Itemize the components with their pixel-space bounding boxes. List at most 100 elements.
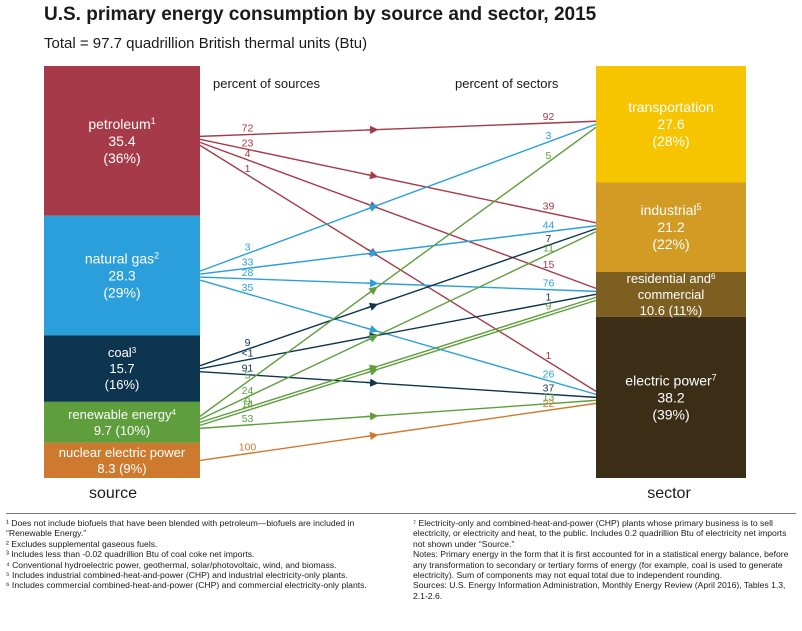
flow-sector-percent: 5: [546, 150, 552, 162]
flow-gas-to-rescom: 28 76: [199, 267, 597, 293]
axis-label-source: source: [89, 485, 137, 502]
flow-sector-percent: 7: [546, 233, 552, 245]
flow-arrowhead: [365, 286, 378, 296]
source-renewable-label-0: renewable energy4: [68, 407, 176, 422]
flow-source-percent: 28: [242, 267, 254, 279]
sector-transport-label-1: 27.6: [657, 116, 684, 132]
flow-renewable-to-rescom: 99: [199, 296, 597, 424]
flow-source-percent: 24: [242, 385, 254, 397]
flow-renewable-to-transport: 55: [199, 126, 597, 417]
flow-line: [199, 120, 597, 138]
sector-industrial-label-1: 21.2: [657, 219, 684, 235]
flow-line: [199, 299, 597, 427]
flow-petroleum-to-transport: 72 92: [199, 111, 597, 138]
source-coal: [44, 335, 200, 402]
flow-line: [199, 399, 597, 430]
source-gas-label-0: natural gas2: [85, 250, 159, 266]
flow-arrowhead: [366, 171, 379, 180]
flow-arrowhead: [366, 367, 379, 376]
flow-arrowhead: [366, 334, 379, 343]
sector-transport-label-2: (28%): [652, 133, 689, 149]
flow-coal-to-rescom: <1 1: [199, 291, 597, 370]
flow-source-percent: 91: [242, 363, 254, 375]
flow-sector-percent: 76: [543, 278, 555, 290]
chart-subtitle: Total = 97.7 quadrillion British thermal…: [44, 35, 368, 52]
footnote: ⁶ Includes commercial combined-heat-and-…: [6, 580, 367, 591]
sector-rescom: [596, 272, 746, 317]
sector-transport-bar: [596, 66, 746, 183]
flow-petroleum-to-electric: 11: [199, 144, 597, 392]
flow-source-percent: 5: [245, 370, 251, 382]
flow-source-percent: 23: [242, 137, 254, 149]
footnote: ⁴ Conventional hydroelectric power, geot…: [6, 559, 337, 570]
flow-line: [199, 141, 597, 290]
flow-source-percent: 9: [245, 395, 251, 407]
sector-electric-label-2: (39%): [652, 406, 689, 422]
flow-arrowhead: [366, 364, 379, 373]
source-petroleum: [44, 66, 200, 216]
energy-flow-diagram: 72922339415113333442876352697<1191375524…: [44, 66, 746, 502]
source-coal-bar: [44, 335, 200, 402]
source-gas-label-1: 28.3: [108, 267, 135, 283]
footnotes-left: ¹ Does not include biofuels that have be…: [6, 518, 402, 591]
sector-rescom-label-0: residential and6: [626, 271, 716, 286]
flow-sector-percent: 92: [543, 111, 555, 123]
flow-line: [199, 276, 597, 293]
flow-arrowhead: [366, 325, 379, 334]
flow-line: [199, 138, 597, 224]
source-nuclear-bar: [44, 442, 200, 478]
source-coal-label-0: coal3: [108, 345, 137, 360]
flow-source-percent: 53: [242, 413, 254, 425]
header-percent-of-sectors: percent of sectors: [455, 76, 559, 91]
source-renewable: [44, 401, 200, 443]
source-gas-footnote-mark: 2: [154, 250, 159, 260]
source-gas-label-2: (29%): [103, 284, 140, 300]
footnote: ¹ Does not include biofuels that have be…: [6, 518, 355, 539]
flow-sector-percent: 37: [543, 382, 555, 394]
flow-renewable-to-electric: 53 13: [199, 392, 597, 430]
flow-sector-percent: 26: [543, 369, 555, 381]
flow-line: [199, 123, 597, 272]
header-percent-of-sources: percent of sources: [213, 76, 320, 91]
source-petroleum-footnote-mark: 1: [151, 116, 156, 126]
flow-line: [199, 225, 597, 275]
source-petroleum-label-2: (36%): [103, 150, 140, 166]
source-petroleum-label-1: 35.4: [108, 133, 135, 149]
flow-line: [199, 296, 597, 424]
footnote: ³ Includes less than -0.02 quadrillion B…: [6, 549, 255, 560]
chart-title: U.S. primary energy consumption by sourc…: [44, 4, 597, 25]
sector-industrial-label-2: (22%): [652, 236, 689, 252]
flow-line: [199, 279, 597, 396]
sector-electric: [596, 316, 746, 478]
sector-rescom-bar: [596, 272, 746, 317]
flow-arrowhead: [366, 249, 379, 258]
flow-arrowhead: [366, 201, 379, 210]
flow-source-percent: 3: [245, 241, 251, 253]
flow-arrowhead: [366, 378, 379, 387]
source-nuclear-label-1: 8.3 (9%): [97, 461, 146, 476]
flow-source-percent: <1: [242, 348, 254, 360]
sector-electric-label-0: electric power7: [625, 372, 716, 388]
source-petroleum-bar: [44, 66, 200, 216]
sector-electric-footnote-mark: 7: [712, 372, 717, 382]
flow-line: [199, 144, 597, 392]
boxes-layer: [44, 66, 746, 478]
sector-industrial-label-0: industrial5: [640, 202, 701, 218]
sector-electric-label-1: 38.2: [657, 389, 684, 405]
footnote: Sources: U.S. Energy Information Adminis…: [413, 580, 786, 601]
source-renewable-footnote-mark: 4: [171, 407, 176, 416]
source-gas-bar: [44, 215, 200, 336]
flow-line: [199, 228, 597, 367]
source-coal-footnote-mark: 3: [132, 346, 137, 355]
flow-sector-percent: 13: [543, 392, 555, 404]
sector-transport: [596, 66, 746, 183]
flow-source-percent: 1: [245, 163, 251, 175]
sector-rescom-label-2: 10.6 (11%): [640, 303, 703, 318]
flow-source-percent: 14: [242, 398, 254, 410]
footnote-divider: [6, 513, 796, 514]
sector-industrial: [596, 182, 746, 272]
source-petroleum-label-0: petroleum1: [88, 116, 155, 132]
flow-sector-percent: 1: [546, 291, 552, 303]
flow-line: [199, 293, 597, 370]
